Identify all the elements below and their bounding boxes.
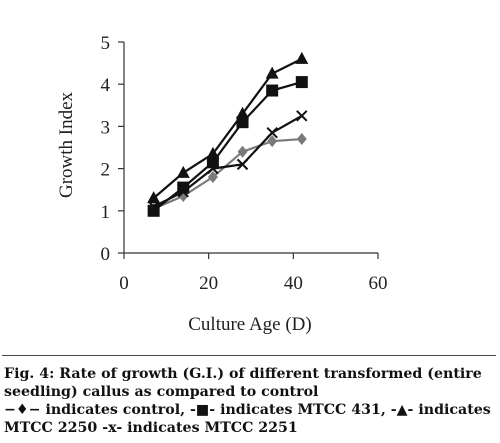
x-tick-label: 0 (119, 273, 129, 294)
series-line-mtcc-431 (152, 81, 303, 212)
legend-mtcc2251-symbol: -x- (102, 420, 123, 436)
data-point-mtcc-2250 (236, 106, 250, 119)
data-point-mtcc-2250 (147, 191, 161, 204)
data-point-mtcc-2251 (147, 200, 160, 213)
caption-legend-line-2: MTCC 2250 -x- indicates MTCC 2251 (4, 419, 496, 437)
legend-mtcc431-symbol: -■- (189, 402, 216, 418)
caption-line-1: Fig. 4: Rate of growth (G.I.) of differe… (4, 366, 482, 382)
legend-mtcc431-text: indicates MTCC 431, (215, 402, 391, 418)
series-lines (152, 57, 303, 212)
y-tick-label: 1 (101, 202, 111, 223)
data-point-mtcc-2251 (177, 186, 189, 198)
x-tick-label: 40 (284, 273, 303, 294)
y-axis-title: Growth Index (56, 91, 77, 198)
data-point-control (296, 133, 307, 146)
series-line-control (153, 137, 302, 210)
data-point-mtcc-2251 (296, 110, 308, 122)
growth-index-chart: 0 1 2 3 4 5 0 20 40 60 Culture Age (D) Growth Ind… (56, 33, 388, 335)
data-point-mtcc-431 (295, 76, 308, 89)
x-tick-label: 60 (369, 273, 388, 294)
series-line-mtcc-2251 (153, 114, 303, 208)
figure-caption: Fig. 4: Rate of growth (G.I.) of differe… (4, 365, 496, 437)
data-point-mtcc-431 (236, 116, 249, 129)
legend-mtcc2250-text: indicates (413, 402, 491, 418)
y-tick-label: 3 (101, 117, 111, 138)
data-point-control (207, 171, 218, 184)
caption-legend-line-1: −♦− indicates control, -■- indicates MTC… (4, 401, 496, 419)
axes: 0 1 2 3 4 5 0 20 40 60 (101, 33, 388, 294)
x-tick-label: 20 (199, 273, 218, 294)
data-point-mtcc-2251 (236, 158, 249, 171)
data-point-control (267, 135, 278, 148)
legend-mtcc2250-label: MTCC 2250 (4, 420, 103, 436)
data-point-mtcc-2251 (207, 162, 219, 175)
y-tick-label: 4 (101, 75, 111, 96)
data-point-mtcc-2251 (266, 127, 278, 139)
data-point-mtcc-431 (266, 84, 279, 97)
x-axis-title: Culture Age (D) (188, 314, 311, 335)
data-point-mtcc-431 (177, 181, 190, 194)
caption-divider (2, 355, 496, 356)
data-point-mtcc-431 (147, 204, 160, 217)
legend-control-symbol: −♦− (4, 402, 41, 418)
legend-mtcc2250-symbol: -▲- (390, 402, 414, 418)
data-point-control (237, 145, 248, 158)
caption-line-2: seedling) callus as compared to control (4, 384, 319, 400)
legend-mtcc2251-text: indicates MTCC 2251 (122, 420, 298, 436)
y-tick-label: 2 (101, 160, 111, 181)
data-point-mtcc-2250 (176, 165, 190, 178)
data-point-mtcc-2250 (206, 146, 220, 159)
y-tick-label: 0 (101, 244, 111, 265)
data-point-mtcc-2250 (295, 51, 309, 64)
series-markers (147, 51, 309, 217)
y-tick-label: 5 (101, 33, 111, 54)
legend-control-text: indicates control, (40, 402, 190, 418)
data-point-mtcc-2250 (265, 66, 279, 79)
